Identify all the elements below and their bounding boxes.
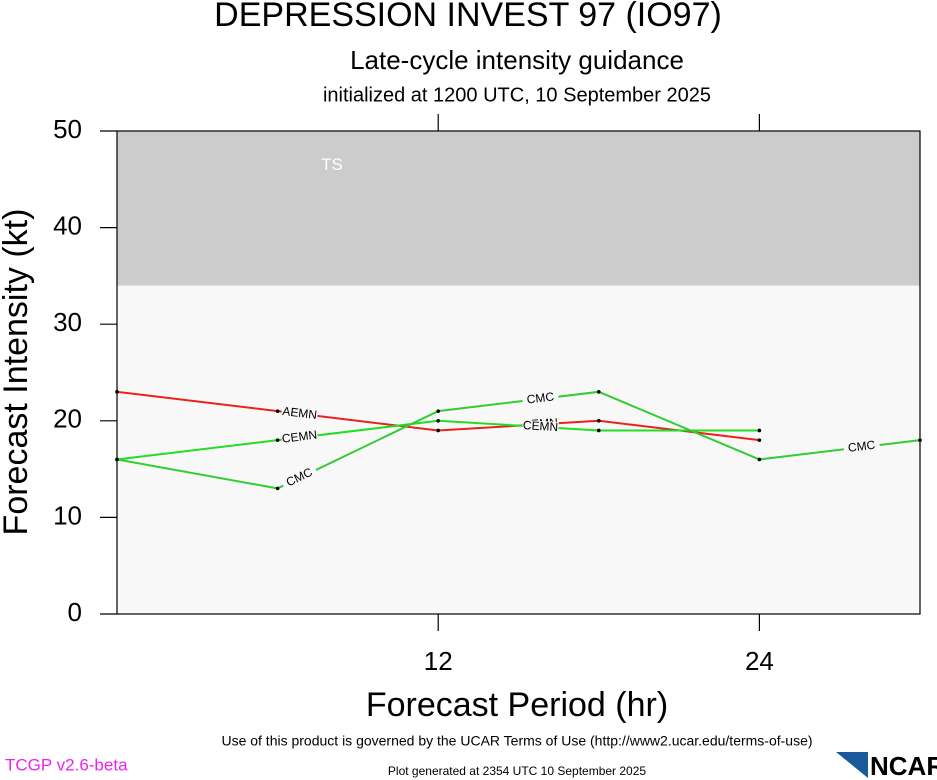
data-point bbox=[597, 390, 601, 394]
line-label-bg bbox=[522, 419, 559, 435]
data-point bbox=[757, 438, 762, 442]
data-point bbox=[275, 486, 280, 491]
y-axis-label: Forecast Intensity (kt) bbox=[0, 209, 35, 536]
band-label: TS bbox=[321, 155, 343, 174]
plot-frame bbox=[116, 130, 921, 615]
data-point bbox=[597, 428, 601, 433]
line-label: AEMN bbox=[282, 404, 318, 422]
series-line bbox=[116, 390, 921, 490]
data-point bbox=[436, 419, 441, 423]
chart-subtitle: initialized at 1200 UTC, 10 September 20… bbox=[323, 84, 711, 106]
generated-note: Plot generated at 2354 UTC 10 September … bbox=[388, 764, 646, 778]
logo: NCAR bbox=[870, 751, 937, 780]
data-point bbox=[275, 409, 280, 413]
y-tick-label: 0 bbox=[68, 597, 82, 627]
intensity-band bbox=[117, 131, 920, 286]
y-tick-label: 50 bbox=[53, 114, 82, 144]
y-tick-label: 40 bbox=[53, 210, 82, 240]
data-point bbox=[115, 457, 119, 462]
line-label: CEMN bbox=[522, 418, 558, 434]
data-point bbox=[757, 457, 762, 462]
line-label-bg bbox=[521, 390, 560, 407]
line-label-bg bbox=[843, 439, 881, 456]
terms-note: Use of this product is governed by the U… bbox=[221, 733, 812, 749]
data-point bbox=[275, 438, 280, 442]
line-label: CEMN bbox=[281, 428, 318, 446]
y-tick-label: 30 bbox=[53, 307, 82, 337]
data-point bbox=[757, 428, 762, 433]
version-note: TCGP v2.6-beta bbox=[5, 755, 128, 774]
y-tick-label: 10 bbox=[53, 500, 82, 530]
chart-title: DEPRESSION INVEST 97 (IO97) bbox=[214, 0, 722, 34]
y-tick-label: 20 bbox=[53, 404, 82, 434]
x-tick-label: 24 bbox=[745, 646, 774, 676]
data-point bbox=[918, 438, 922, 442]
data-point bbox=[436, 409, 441, 413]
line-label-bg bbox=[280, 464, 319, 492]
line-label: CMC bbox=[526, 389, 555, 406]
x-tick-label: 12 bbox=[424, 646, 453, 676]
chart-subtitle: Late-cycle intensity guidance bbox=[350, 45, 684, 75]
logo-mark bbox=[836, 752, 868, 778]
line-label: CMC bbox=[847, 438, 876, 455]
data-point bbox=[115, 390, 119, 394]
data-point bbox=[597, 419, 601, 423]
data-point bbox=[436, 428, 441, 433]
x-axis-label: Forecast Period (hr) bbox=[366, 686, 668, 724]
line-label-bg bbox=[281, 405, 319, 422]
line-label-bg bbox=[281, 429, 319, 446]
